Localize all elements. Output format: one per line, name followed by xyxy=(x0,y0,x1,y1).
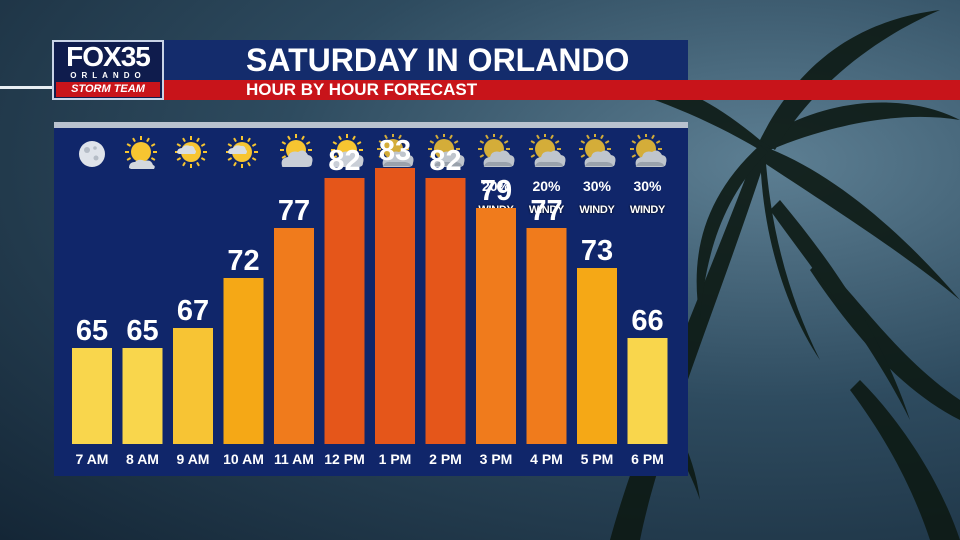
rain-chance-label: 20% xyxy=(532,178,561,194)
hour-label: 6 PM xyxy=(631,451,664,467)
logo-main-text: FOX35 xyxy=(66,41,151,72)
moon-icon xyxy=(72,134,112,174)
bar-8-am xyxy=(122,348,163,444)
bar-9-am xyxy=(173,328,213,444)
page-subtitle: HOUR BY HOUR FORECAST xyxy=(246,80,478,99)
temp-label: 77 xyxy=(278,195,310,227)
rain-chance-label: 30% xyxy=(582,178,612,194)
hour-label: 10 AM xyxy=(223,451,264,467)
temp-label: 77 xyxy=(530,195,562,227)
cloudy-icon xyxy=(426,133,466,174)
windy-label: WINDY xyxy=(629,204,666,216)
windy-label: WINDY xyxy=(579,204,615,216)
rain-chance-label: 20% xyxy=(481,178,511,194)
temp-label: 73 xyxy=(581,235,613,267)
bar-5-pm xyxy=(577,268,617,444)
bar-11-am xyxy=(274,228,314,444)
bar-10-am xyxy=(223,278,264,444)
windy-label: WINDY xyxy=(528,204,565,216)
hour-label: 11 AM xyxy=(274,451,314,467)
sun-cloud-icon xyxy=(224,134,264,174)
temp-label: 82 xyxy=(328,145,360,177)
bar-4-pm xyxy=(526,228,567,444)
bar-2-pm xyxy=(425,178,466,444)
temp-label: 65 xyxy=(76,315,108,347)
temp-label: 67 xyxy=(177,295,209,327)
forecast-panel: 10%20%WINDY20%WINDY20%WINDY30%WINDY30%WI… xyxy=(54,128,688,476)
hour-label: 3 PM xyxy=(480,451,513,467)
partly-cloudy-icon xyxy=(274,134,314,174)
cloudy-icon xyxy=(628,133,668,174)
page-title: SATURDAY IN ORLANDO xyxy=(246,42,630,78)
bar-3-pm xyxy=(476,208,516,444)
panel-top-strip xyxy=(54,122,688,128)
hour-label: 5 PM xyxy=(581,451,614,467)
logo-sub-text: ORLANDO xyxy=(70,71,146,80)
station-logo: FOX35 ORLANDO STORM TEAM xyxy=(52,40,164,100)
bar-12-pm xyxy=(324,178,365,444)
cloudy-icon xyxy=(476,133,516,174)
temp-label: 66 xyxy=(631,305,663,337)
bar-6-pm xyxy=(627,338,668,444)
hour-label: 7 AM xyxy=(76,451,109,467)
temp-label: 79 xyxy=(480,175,512,207)
temp-label: 72 xyxy=(227,245,259,277)
temperature-bar-chart: 65 7 AM 65 8 AM 67 9 AM 72 10 AM 77 11 AM 82 12 PM 8… xyxy=(72,135,668,467)
hour-label: 8 AM xyxy=(126,451,159,467)
partly-sunny-icon xyxy=(123,134,163,174)
subtitle-bar: HOUR BY HOUR FORECAST xyxy=(164,80,960,100)
header-accent-line xyxy=(0,86,60,89)
sun-cloud-icon xyxy=(173,134,213,174)
hour-label: 4 PM xyxy=(530,451,563,467)
cloudy-icon xyxy=(577,133,617,174)
bar-7-am xyxy=(72,348,112,444)
hour-label: 9 AM xyxy=(177,451,210,467)
hour-label: 1 PM xyxy=(379,451,412,467)
cloudy-icon xyxy=(527,133,567,174)
rain-chance-label: 30% xyxy=(633,178,662,194)
temp-label: 83 xyxy=(379,135,411,167)
title-bar: SATURDAY IN ORLANDO xyxy=(164,40,688,80)
hour-label: 12 PM xyxy=(324,451,364,467)
logo-team-text: STORM TEAM xyxy=(56,82,160,97)
partly-cloudy-icon xyxy=(325,134,365,174)
hour-label: 2 PM xyxy=(429,451,462,467)
temp-label: 65 xyxy=(126,315,158,347)
temp-label: 82 xyxy=(429,145,461,177)
bar-1-pm xyxy=(375,168,415,444)
cloudy-icon xyxy=(375,133,415,174)
